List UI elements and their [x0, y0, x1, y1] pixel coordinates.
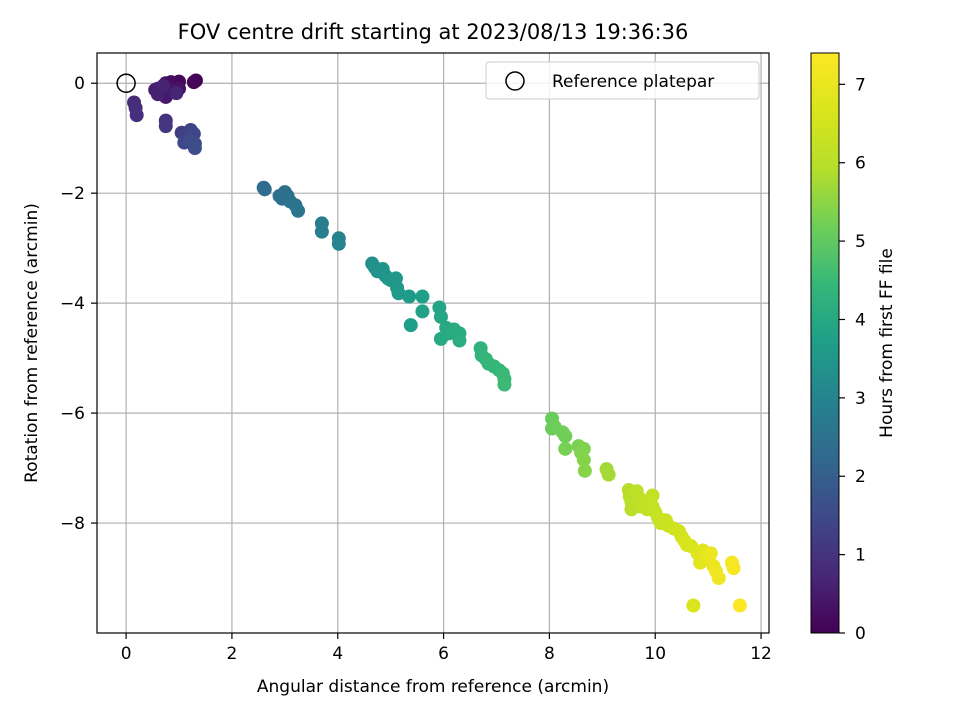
data-point: [497, 377, 512, 392]
data-point: [331, 236, 346, 251]
data-point: [415, 304, 430, 319]
legend-entry-reference-platepar: Reference platepar: [552, 72, 714, 92]
colorbar-tick-label: 2: [855, 467, 866, 487]
data-point: [169, 86, 184, 101]
legend: Reference platepar: [485, 61, 760, 100]
data-point: [291, 203, 306, 218]
colorbar-tick-label: 1: [855, 546, 866, 566]
data-point: [576, 441, 591, 456]
data-point: [186, 75, 201, 90]
data-point: [129, 108, 144, 123]
data-point: [314, 224, 329, 239]
y-axis-ticks: 0 −2 −4 −6 −8: [60, 74, 97, 534]
x-axis-ticks: 0 2 4 6 8 10 12: [121, 633, 772, 664]
colorbar: [810, 52, 840, 634]
data-point: [187, 141, 202, 156]
colorbar-tick-label: 7: [855, 75, 866, 95]
data-point: [452, 333, 467, 348]
legend-marker-icon: [505, 71, 525, 91]
y-axis-label: Rotation from reference (arcmin): [22, 203, 42, 483]
data-point: [711, 571, 726, 586]
reference-platepar-marker: [116, 73, 136, 93]
data-point: [703, 546, 718, 561]
plot-frame: [96, 52, 770, 634]
data-point: [645, 488, 660, 503]
grid: [97, 53, 769, 633]
data-point: [576, 452, 591, 467]
data-point: [433, 309, 448, 324]
data-point: [391, 286, 406, 301]
x-tick-label: 2: [227, 644, 238, 664]
legend-box: [485, 61, 760, 100]
x-tick-label: 8: [544, 644, 555, 664]
x-tick-label: 10: [644, 644, 666, 664]
y-tick-label: −2: [60, 184, 85, 204]
colorbar-ticks: 0 1 2 3 4 5 6 7: [839, 75, 866, 644]
data-point: [156, 78, 171, 93]
data-point: [403, 318, 418, 333]
data-point: [558, 429, 573, 444]
x-tick-label: 6: [438, 644, 449, 664]
y-tick-label: −6: [60, 404, 85, 424]
colorbar-label: Hours from first FF file: [877, 248, 897, 438]
colorbar-tick-label: 4: [855, 310, 866, 330]
data-point: [158, 119, 173, 134]
data-point: [732, 598, 747, 613]
chart-title: FOV centre drift starting at 2023/08/13 …: [178, 20, 689, 44]
colorbar-tick-label: 6: [855, 154, 866, 174]
data-point: [577, 463, 592, 478]
data-points: [127, 73, 747, 613]
data-point: [601, 467, 616, 482]
colorbar-tick-label: 3: [855, 389, 866, 409]
colorbar-tick-label: 0: [855, 624, 866, 644]
data-point: [726, 561, 741, 576]
y-tick-label: −4: [60, 294, 85, 314]
x-tick-label: 0: [121, 644, 132, 664]
colorbar-tick-label: 5: [855, 232, 866, 252]
x-tick-label: 4: [332, 644, 343, 664]
data-point: [558, 441, 573, 456]
data-point: [415, 289, 430, 304]
x-axis-label: Angular distance from reference (arcmin): [257, 677, 609, 697]
y-tick-label: −8: [60, 514, 85, 534]
x-tick-label: 12: [750, 644, 772, 664]
data-point: [686, 598, 701, 613]
y-tick-label: 0: [74, 74, 85, 94]
data-point: [257, 182, 272, 197]
data-point: [402, 289, 417, 304]
